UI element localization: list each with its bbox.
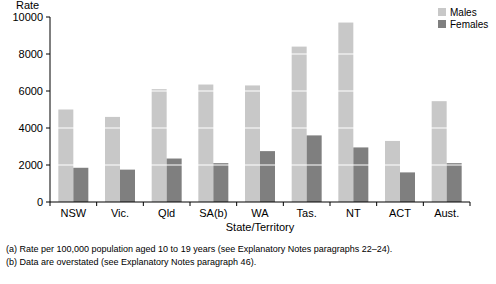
chart: 0 2000 4000 6000 8000 10000 NSW Vic. Qld SA(b) WA T… — [0, 0, 496, 284]
bar — [73, 168, 88, 202]
x-tick — [376, 202, 377, 206]
grid-line — [50, 90, 470, 91]
legend-swatch — [438, 8, 446, 16]
x-tick — [143, 202, 144, 206]
legend-swatch — [438, 20, 446, 28]
legend: MalesFemales — [438, 7, 488, 30]
bar — [260, 151, 275, 202]
y-tick — [46, 91, 50, 92]
x-axis — [50, 202, 470, 203]
bar — [400, 172, 415, 202]
x-tick — [190, 202, 191, 206]
y-axis — [50, 17, 51, 202]
y-tick — [46, 202, 50, 203]
x-tick — [470, 202, 471, 206]
bar — [120, 170, 135, 202]
y-tick — [46, 165, 50, 166]
bar — [385, 141, 400, 202]
y-tick — [46, 54, 50, 55]
x-tick-label: Tas. — [297, 207, 317, 219]
x-tick-label: SA(b) — [199, 207, 227, 219]
bar — [152, 89, 167, 202]
bar — [105, 117, 120, 202]
y-tick-label: 4000 — [19, 122, 43, 134]
y-tick — [46, 128, 50, 129]
x-tick-label: ACT — [389, 207, 411, 219]
bar — [432, 101, 447, 202]
y-axis-label: Rate — [16, 0, 39, 11]
grid-line — [50, 53, 470, 54]
x-tick — [283, 202, 284, 206]
x-tick — [50, 202, 51, 206]
footnote: (a) Rate per 100,000 population aged 10 … — [6, 244, 392, 254]
bar — [447, 163, 462, 202]
x-tick — [423, 202, 424, 206]
y-tick-label: 2000 — [19, 159, 43, 171]
bar — [213, 163, 228, 202]
grid-line — [50, 127, 470, 128]
footnote: (b) Data are overstated (see Explanatory… — [6, 257, 256, 267]
x-tick-label: NSW — [60, 207, 86, 219]
bar — [198, 85, 213, 202]
y-tick-label: 10000 — [12, 11, 43, 23]
x-tick — [96, 202, 97, 206]
x-tick — [236, 202, 237, 206]
y-tick-label: 0 — [37, 196, 43, 208]
bar — [58, 110, 73, 203]
bar — [338, 23, 353, 202]
x-tick — [330, 202, 331, 206]
grid-line — [50, 164, 470, 165]
y-tick — [46, 17, 50, 18]
bar — [353, 147, 368, 202]
x-tick-label: Vic. — [111, 207, 129, 219]
legend-label: Males — [450, 7, 477, 18]
x-tick-label: NT — [346, 207, 361, 219]
bar — [245, 85, 260, 202]
y-tick-label: 6000 — [19, 85, 43, 97]
x-tick-label: WA — [251, 207, 269, 219]
bars — [58, 23, 461, 202]
bar — [292, 47, 307, 202]
grid-line — [50, 16, 470, 17]
x-axis-label: State/Territory — [226, 221, 295, 233]
legend-label: Females — [450, 19, 488, 30]
y-tick-label: 8000 — [19, 48, 43, 60]
x-tick-label: Aust. — [434, 207, 459, 219]
x-tick-label: Qld — [158, 207, 175, 219]
bar — [307, 135, 322, 202]
